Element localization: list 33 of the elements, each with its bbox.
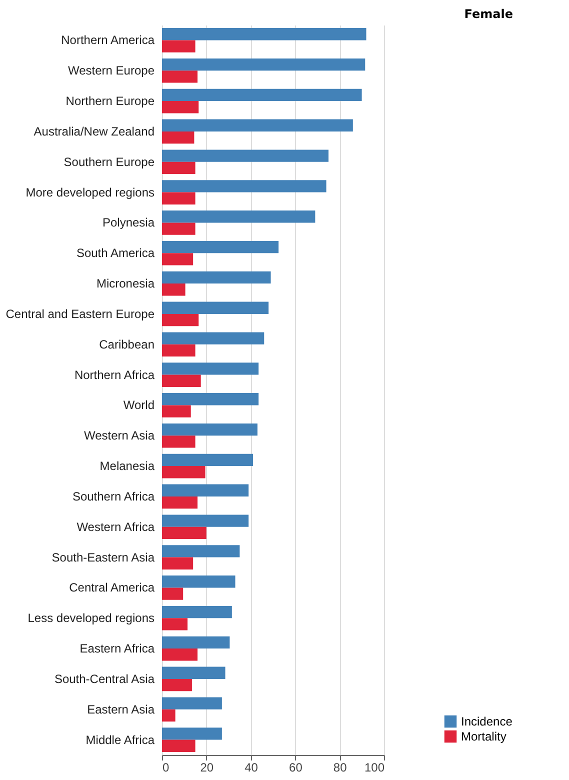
legend-label: Mortality [461,730,506,744]
x-tick-label: 20 [200,760,214,774]
y-tick-label: Polynesia [102,216,155,230]
legend-label: Incidence [461,714,513,728]
y-tick-label: More developed regions [26,185,154,200]
y-tick-label: South-Central Asia [54,672,155,686]
text: Female [464,7,513,21]
y-tick-label: Western Europe [68,64,155,78]
x-tick-label: 40 [244,760,258,774]
y-tick-label: Western Africa [76,520,155,534]
y-tick-label: Western Asia [84,428,155,443]
y-tick-label: Melanesia [100,459,155,474]
y-tick-label: Eastern Africa [80,642,155,656]
y-tick-label: South America [76,246,155,260]
x-tick-label: 60 [289,760,303,774]
x-tick-label: 100 [364,760,385,774]
y-tick-label: Middle Africa [86,732,155,747]
y-tick-label: Eastern Asia [87,702,155,716]
y-tick-label: Central America [69,580,155,595]
y-tick-label: Northern Africa [74,368,155,382]
y-tick-label: World [123,398,154,412]
y-tick-label: Caribbean [99,337,154,352]
y-tick-label: Southern Africa [72,489,155,504]
x-tick-label: 0 [162,760,170,774]
y-tick-label: Central and Eastern Europe [6,306,155,321]
y-tick-label: Southern Europe [64,154,155,169]
y-tick-label: Northern America [61,33,155,48]
y-tick-label: Less developed regions [28,611,154,626]
x-tick-label: 80 [333,760,348,774]
y-tick-label: Australia/New Zealand [34,124,154,138]
y-tick-label: Northern Europe [66,94,155,108]
y-tick-label: Micronesia [96,276,155,291]
y-tick-label: South-Eastern Asia [52,550,155,564]
